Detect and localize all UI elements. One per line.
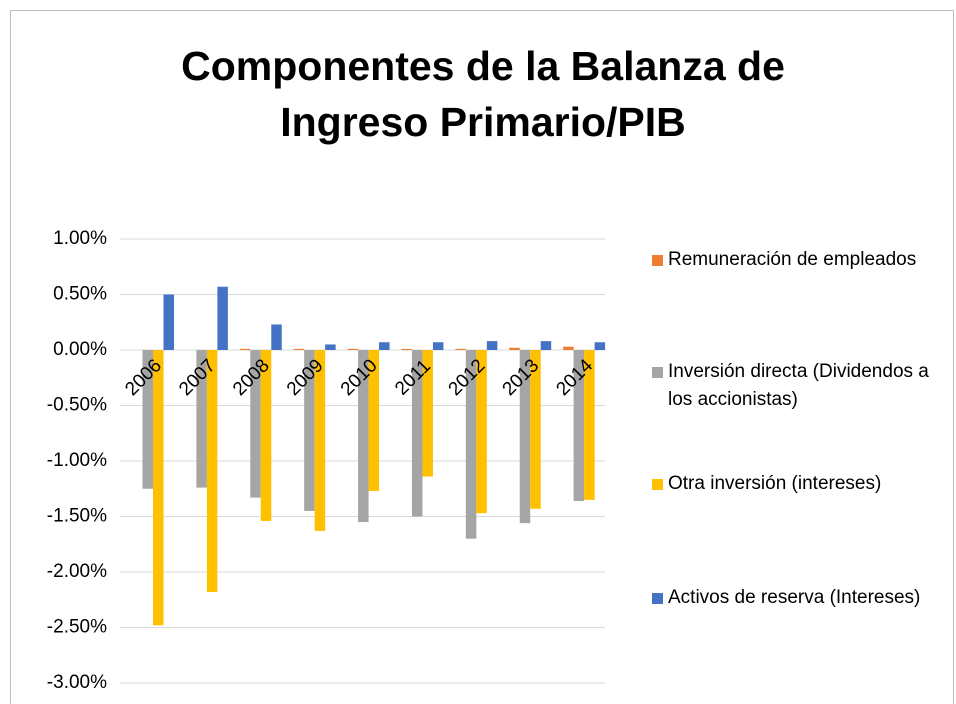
- bar: [217, 286, 228, 350]
- bar: [401, 348, 412, 350]
- y-tick-label: -0.50%: [47, 395, 107, 416]
- bar: [260, 350, 272, 521]
- legend-swatch: [652, 367, 663, 378]
- legend-entry: Otra inversión (intereses): [652, 470, 952, 498]
- bar: [519, 350, 531, 524]
- legend-label: Activos de reserva (Intereses): [668, 587, 921, 608]
- bar: [304, 350, 315, 511]
- y-tick-label: -1.00%: [47, 450, 107, 471]
- bar: [368, 350, 380, 491]
- bar: [422, 350, 433, 477]
- legend-entry: Activos de reserva (Intereses): [652, 584, 952, 612]
- bar: [314, 350, 326, 531]
- y-tick-label: 0.50%: [53, 284, 107, 305]
- bar: [153, 350, 164, 626]
- bar: [358, 350, 369, 523]
- bar: [325, 344, 336, 350]
- bar: [455, 348, 466, 350]
- bar: [476, 350, 487, 514]
- bar: [379, 342, 390, 350]
- bar: [509, 347, 520, 350]
- bar: [271, 324, 282, 350]
- bar: [142, 350, 153, 489]
- legend-entry: Inversión directa (Dividendos a los acci…: [652, 358, 952, 414]
- legend-swatch: [652, 479, 663, 490]
- bar: [573, 350, 585, 501]
- legend-swatch: [652, 255, 663, 266]
- legend-label: Inversión directa (Dividendos a los acci…: [668, 361, 929, 410]
- bar: [293, 348, 305, 350]
- bar: [206, 350, 218, 592]
- bar: [584, 350, 595, 500]
- bar: [530, 350, 541, 509]
- bar: [540, 341, 552, 350]
- bar: [411, 350, 423, 517]
- bar: [196, 350, 207, 488]
- y-tick-label: 1.00%: [53, 228, 107, 249]
- legend-swatch: [652, 593, 663, 604]
- bar: [563, 346, 574, 350]
- bar: [347, 348, 359, 350]
- y-tick-label: -2.50%: [47, 617, 107, 638]
- legend-label: Remuneración de empleados: [668, 249, 917, 270]
- chart-title: Componentes de la Balanza de Ingreso Pri…: [181, 43, 785, 145]
- legend-entry: Remuneración de empleados: [652, 246, 952, 274]
- y-tick-label: -3.00%: [47, 672, 107, 693]
- bar: [163, 294, 174, 350]
- y-tick-label: -2.00%: [47, 561, 107, 582]
- legend-label: Otra inversión (intereses): [668, 473, 882, 494]
- bar: [594, 342, 606, 350]
- chart-border: [10, 10, 954, 704]
- y-tick-label: -1.50%: [47, 506, 107, 527]
- bar: [250, 350, 261, 498]
- bar: [465, 350, 477, 539]
- bar: [239, 348, 251, 350]
- y-tick-label: 0.00%: [53, 339, 107, 360]
- bar: [432, 342, 444, 350]
- bar: [486, 341, 498, 350]
